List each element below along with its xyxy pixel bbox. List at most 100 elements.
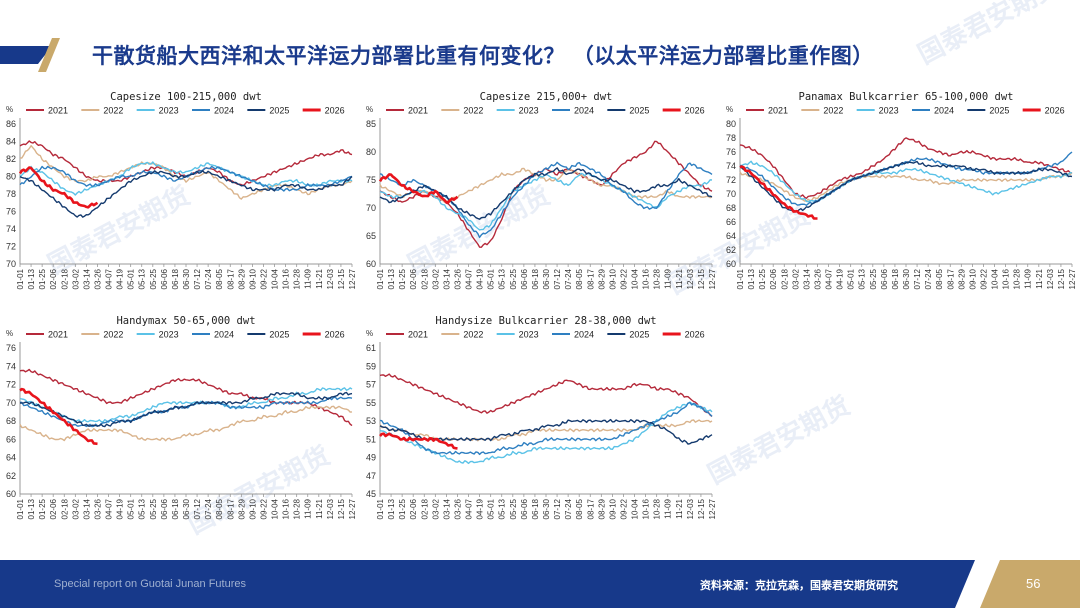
x-tick-label: 01-01 xyxy=(16,498,25,519)
x-tick-label: 12-03 xyxy=(326,498,335,519)
chart-svg: Handymax 50-65,000 dwt% 60 62 64 66 68 70 72 74 7… xyxy=(6,315,357,519)
x-tick-label: 11-21 xyxy=(315,268,324,288)
legend-label-2022: 2022 xyxy=(103,106,123,116)
series-line-2024 xyxy=(19,396,353,428)
x-tick-label: 01-01 xyxy=(376,268,385,289)
legend-label-2023: 2023 xyxy=(879,106,899,116)
x-tick-label: 01-01 xyxy=(736,268,745,289)
x-tick-label: 07-24 xyxy=(564,268,573,289)
x-tick-label: 10-04 xyxy=(631,268,640,289)
x-tick-label: 05-25 xyxy=(509,498,518,519)
x-tick-label: 01-13 xyxy=(27,498,36,519)
legend-label-2024: 2024 xyxy=(214,330,234,340)
x-tick-label: 08-17 xyxy=(226,498,235,519)
y-tick-label: 82 xyxy=(6,154,16,164)
y-tick-label: 80 xyxy=(6,172,16,182)
y-tick-label: 68 xyxy=(6,416,16,426)
x-tick-label: 12-15 xyxy=(337,268,346,289)
x-tick-label: 12-15 xyxy=(697,268,706,289)
x-tick-label: 05-13 xyxy=(138,268,147,289)
x-tick-label: 02-18 xyxy=(420,268,429,289)
y-tick-label: 74 xyxy=(6,361,16,371)
legend-label-2021: 2021 xyxy=(48,330,68,340)
series-line-2026 xyxy=(739,165,818,220)
x-tick-label: 12-27 xyxy=(348,268,357,289)
x-tick-label: 05-25 xyxy=(149,268,158,289)
x-tick-label: 12-03 xyxy=(326,268,335,289)
x-tick-label: 06-18 xyxy=(171,268,180,289)
legend-label-2025: 2025 xyxy=(629,106,649,116)
series-line-2026 xyxy=(19,387,98,446)
y-unit-label: % xyxy=(366,329,373,338)
x-tick-label: 06-30 xyxy=(542,498,551,519)
x-tick-label: 12-27 xyxy=(708,498,717,519)
y-tick-label: 85 xyxy=(366,119,376,129)
x-tick-label: 06-06 xyxy=(520,498,529,519)
series-line-2026 xyxy=(379,432,458,450)
y-tick-label: 70 xyxy=(366,203,376,213)
legend-label-2024: 2024 xyxy=(934,106,954,116)
chart-legend: 2021 2022 2023 2024 2025 2026 xyxy=(746,106,1065,116)
x-tick-label: 12-03 xyxy=(1046,268,1055,289)
y-unit-label: % xyxy=(726,105,733,114)
y-tick-label: 68 xyxy=(726,203,736,213)
x-tick-label: 08-17 xyxy=(586,498,595,519)
x-tick-label: 10-28 xyxy=(293,268,302,289)
x-tick-label: 07-24 xyxy=(204,268,213,289)
y-tick-label: 78 xyxy=(6,189,16,199)
x-tick-label: 03-26 xyxy=(453,268,462,289)
y-tick-label: 78 xyxy=(726,133,736,143)
x-tick-label: 09-22 xyxy=(259,498,268,519)
legend-label-2026: 2026 xyxy=(325,330,345,340)
y-tick-label: 70 xyxy=(726,189,736,199)
legend-label-2022: 2022 xyxy=(463,330,483,340)
x-tick-label: 10-04 xyxy=(991,268,1000,289)
x-tick-label: 03-26 xyxy=(813,268,822,289)
y-tick-label: 59 xyxy=(366,361,376,371)
x-tick-label: 12-03 xyxy=(686,498,695,519)
x-tick-label: 06-06 xyxy=(160,498,169,519)
x-tick-label: 10-16 xyxy=(282,268,291,289)
x-tick-label: 10-28 xyxy=(653,498,662,519)
y-tick-label: 51 xyxy=(366,434,376,444)
x-tick-label: 02-06 xyxy=(49,268,58,289)
x-tick-label: 01-01 xyxy=(16,268,25,289)
capesize-100-215k-chart: Capesize 100-215,000 dwt% 70 72 74 76 78 80 82 8… xyxy=(0,86,360,318)
panamax-chart: Panamax Bulkcarrier 65-100,000 dwt% 60 62 6… xyxy=(720,86,1080,318)
legend-label-2026: 2026 xyxy=(1045,106,1065,116)
x-tick-label: 05-01 xyxy=(487,498,496,519)
x-tick-label: 07-12 xyxy=(913,268,922,289)
y-tick-label: 76 xyxy=(6,207,16,217)
x-tick-label: 10-28 xyxy=(653,268,662,289)
x-tick-label: 02-18 xyxy=(780,268,789,289)
y-tick-label: 84 xyxy=(6,137,16,147)
x-tick-label: 04-19 xyxy=(476,268,485,289)
x-tick-label: 08-05 xyxy=(215,268,224,289)
x-tick-label: 06-18 xyxy=(171,498,180,519)
x-tick-label: 09-22 xyxy=(619,268,628,289)
x-tick-label: 01-01 xyxy=(376,498,385,519)
x-tick-label: 08-05 xyxy=(935,268,944,289)
x-tick-label: 12-27 xyxy=(708,268,717,289)
x-tick-label: 06-30 xyxy=(182,268,191,289)
y-tick-label: 60 xyxy=(366,259,376,269)
y-tick-label: 53 xyxy=(366,416,376,426)
x-tick-label: 04-07 xyxy=(105,498,114,519)
x-tick-label: 12-15 xyxy=(1057,268,1066,289)
x-tick-label: 06-06 xyxy=(880,268,889,289)
x-tick-label: 09-10 xyxy=(248,268,257,289)
x-tick-label: 04-07 xyxy=(105,268,114,289)
y-tick-label: 61 xyxy=(366,343,376,353)
x-tick-label: 01-25 xyxy=(38,268,47,289)
x-tick-label: 02-18 xyxy=(60,498,69,519)
legend-label-2024: 2024 xyxy=(574,330,594,340)
handysize-chart: Handysize Bulkcarrier 28-38,000 dwt% 45 47… xyxy=(360,310,720,548)
y-tick-label: 74 xyxy=(6,224,16,234)
x-tick-label: 05-01 xyxy=(847,268,856,289)
x-tick-label: 05-25 xyxy=(509,268,518,289)
x-tick-label: 04-19 xyxy=(476,498,485,519)
legend-label-2021: 2021 xyxy=(408,330,428,340)
legend-label-2025: 2025 xyxy=(629,330,649,340)
x-tick-label: 03-26 xyxy=(453,498,462,519)
y-tick-label: 64 xyxy=(726,231,736,241)
